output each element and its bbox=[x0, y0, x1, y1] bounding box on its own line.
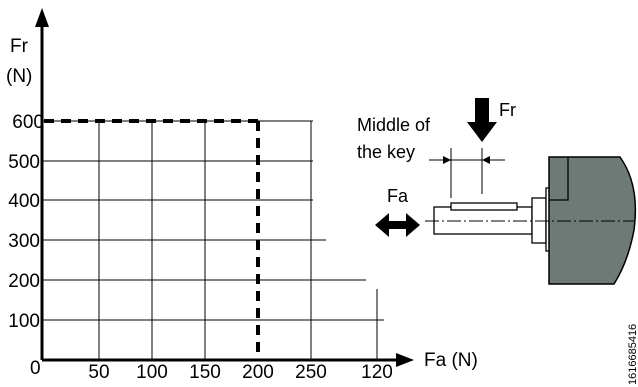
y-tick-label: 200 bbox=[8, 271, 40, 292]
x-tick-label: 200 bbox=[242, 362, 274, 383]
fa-force-label: Fa bbox=[387, 186, 409, 206]
y-tick-label: 400 bbox=[8, 191, 40, 212]
figure-code: 1616685416 bbox=[627, 324, 638, 385]
y-axis-label-line1: Fr bbox=[10, 36, 29, 57]
y-tick-label: 100 bbox=[8, 311, 40, 332]
fr-force-label: Fr bbox=[499, 100, 516, 120]
grid bbox=[42, 120, 384, 360]
x-tick-label: 50 bbox=[88, 362, 109, 383]
y-tick-label: 500 bbox=[8, 152, 40, 173]
x-tick-label: 250 bbox=[295, 362, 327, 383]
axes bbox=[35, 8, 414, 367]
x-tick-label: 100 bbox=[136, 362, 168, 383]
middle-of-key-label-line2: the key bbox=[357, 142, 415, 162]
x-axis-arrow bbox=[396, 353, 414, 367]
limit-lines bbox=[44, 119, 260, 360]
origin-label: 0 bbox=[30, 358, 41, 379]
middle-of-key-label-line1: Middle of bbox=[357, 115, 431, 135]
x-tick-labels: 50 100 150 200 250 120 bbox=[88, 362, 392, 383]
dimension-arrow-right bbox=[482, 156, 490, 164]
shaft-key bbox=[450, 202, 518, 211]
y-tick-label: 600 bbox=[12, 112, 44, 133]
y-axis-label-line2: (N) bbox=[6, 66, 32, 87]
dimension-arrow-left bbox=[443, 156, 451, 164]
x-tick-label: 150 bbox=[189, 362, 221, 383]
housing-inner-edge bbox=[549, 157, 569, 201]
y-axis-arrow bbox=[35, 8, 49, 27]
fr-arrow-icon bbox=[467, 98, 497, 142]
shaft-illustration: Middle of the key Fr Fa bbox=[357, 98, 637, 285]
fa-double-arrow-icon bbox=[375, 213, 420, 237]
x-tick-label: 120 bbox=[361, 362, 393, 383]
y-tick-labels: 600 500 400 300 200 100 bbox=[8, 112, 44, 332]
x-axis-label: Fa (N) bbox=[424, 350, 478, 371]
y-tick-label: 300 bbox=[8, 231, 40, 252]
